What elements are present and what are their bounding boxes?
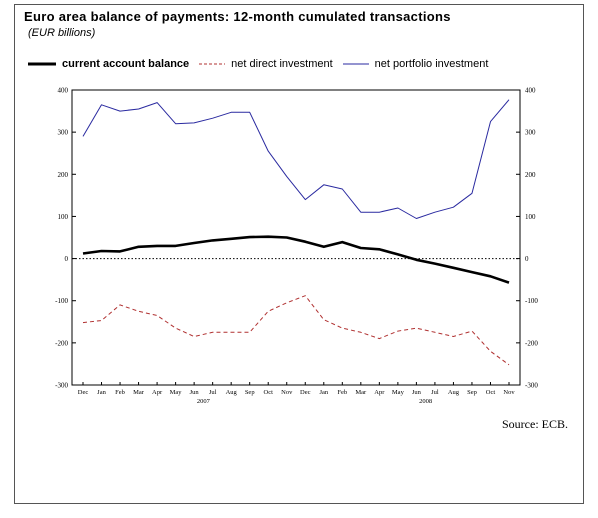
chart-title: Euro area balance of payments: 12-month …: [24, 9, 451, 24]
x-tick-label: May: [392, 389, 405, 396]
y-tick-label-right: 0: [525, 255, 529, 263]
y-tick-label-left: -300: [55, 382, 68, 390]
x-tick-label: Sep: [245, 389, 255, 396]
x-tick-label: Apr: [374, 389, 385, 396]
x-tick-label: Jul: [209, 389, 217, 396]
series-line-net-portfolio-investment: [82, 99, 510, 219]
x-tick-label: Nov: [503, 389, 515, 396]
x-tick-label: Sep: [467, 389, 477, 396]
legend-swatch-direct-investment: [199, 63, 226, 65]
plot-area: [71, 89, 521, 386]
x-tick-label: Jun: [412, 389, 422, 396]
x-tick-label: Aug: [226, 389, 238, 396]
y-tick-label-right: 200: [525, 171, 536, 179]
y-tick-label-left: -100: [55, 297, 68, 305]
x-tick-label: Dec: [78, 389, 89, 396]
y-tick-label-left: -200: [55, 339, 68, 347]
y-tick-label-left: 100: [58, 213, 69, 221]
chart-legend: current account balance net direct inves…: [28, 58, 498, 70]
x-tick-label: Oct: [264, 389, 274, 396]
legend-item-current-account: current account balance: [28, 58, 189, 70]
year-label: 2008: [419, 398, 432, 405]
y-tick-label-right: -300: [525, 382, 538, 390]
y-tick-label-left: 300: [58, 129, 69, 137]
legend-label-current-account: current account balance: [62, 58, 190, 70]
y-tick-label-right: 400: [525, 87, 536, 95]
series-line-net-direct-investment: [82, 295, 510, 366]
chart-subtitle: (EUR billions): [28, 27, 96, 39]
x-tick-label: Jul: [431, 389, 439, 396]
x-tick-label: Mar: [133, 389, 145, 396]
x-tick-label: Oct: [486, 389, 496, 396]
source-note: Source: ECB.: [502, 417, 568, 431]
x-tick-label: Aug: [448, 389, 460, 396]
x-tick-label: Jun: [190, 389, 200, 396]
x-tick-label: Nov: [281, 389, 293, 396]
y-tick-label-left: 0: [65, 255, 69, 263]
legend-label-portfolio-investment: net portfolio investment: [374, 58, 489, 70]
legend-item-portfolio-investment: net portfolio investment: [342, 58, 489, 70]
x-tick-label: Mar: [355, 389, 367, 396]
x-tick-label: May: [170, 389, 183, 396]
x-tick-label: Apr: [152, 389, 163, 396]
x-tick-label: Jan: [97, 389, 106, 396]
x-tick-label: Jan: [319, 389, 328, 396]
x-tick-label: Dec: [300, 389, 311, 396]
legend-label-direct-investment: net direct investment: [231, 58, 333, 70]
y-tick-label-right: 300: [525, 129, 536, 137]
legend-item-direct-investment: net direct investment: [199, 58, 333, 70]
y-tick-label-right: -200: [525, 339, 538, 347]
legend-swatch-portfolio-investment: [342, 63, 369, 65]
x-tick-label: Feb: [115, 389, 125, 396]
y-tick-label-left: 400: [58, 87, 69, 95]
chart-frame: [14, 4, 584, 504]
series-line-current-account-balance: [82, 235, 510, 284]
y-tick-label-left: 200: [58, 171, 69, 179]
y-tick-label-right: -100: [525, 297, 538, 305]
x-tick-label: Feb: [337, 389, 347, 396]
year-label: 2007: [197, 398, 211, 405]
legend-swatch-current-account: [28, 62, 56, 66]
y-tick-label-right: 100: [525, 213, 536, 221]
